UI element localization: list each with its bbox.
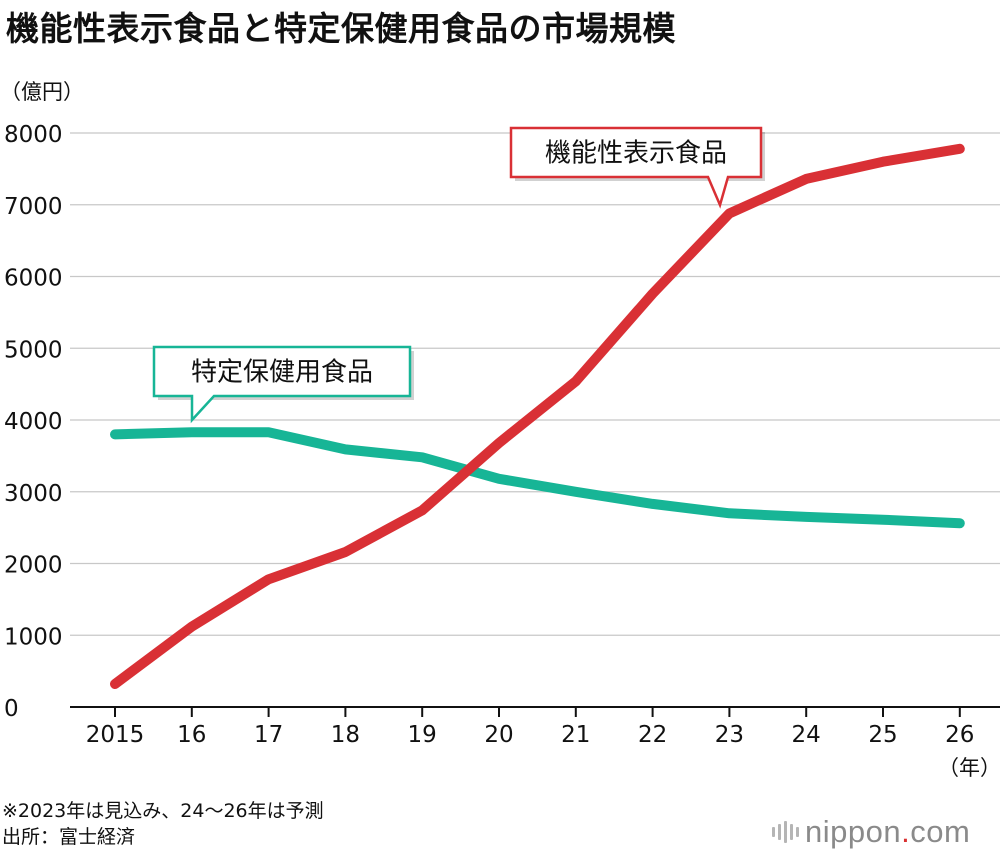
x-tick-label-26: 26 [945,722,974,748]
y-tick-label-0: 0 [4,696,19,722]
x-tick-label-17: 17 [254,722,283,748]
series-line-tokuho [110,427,965,529]
y-tick-label-7000: 7000 [4,194,63,220]
callout-kinousei: 機能性表示食品 [509,126,765,209]
callout-box [509,126,763,209]
y-tick-label-3000: 3000 [4,481,63,507]
x-tick-label-25: 25 [868,722,897,748]
footnote-forecast: ※2023年は見込み、24～26年は予測 [2,800,324,822]
series-line-kinousei [110,143,965,689]
x-tick-label-20: 20 [484,722,513,748]
footnote-source: 出所：富士経済 [2,826,136,848]
y-tick-label-1000: 1000 [4,624,63,650]
x-tick-label-24: 24 [792,722,821,748]
brand-bars-icon [772,820,799,844]
x-tick-label-16: 16 [177,722,206,748]
legend-label: 特定保健用食品 [191,358,373,388]
x-tick-label-21: 21 [561,722,590,748]
brand-name: nippon.com [805,814,971,849]
x-tick-label-2015: 2015 [86,722,145,748]
brand-logo: nippon.com [772,812,970,852]
callout-box [152,345,412,424]
x-tick-label-23: 23 [715,722,744,748]
callout-tokuho: 特定保健用食品 [152,345,414,424]
y-tick-label-4000: 4000 [4,409,63,435]
y-tick-label-6000: 6000 [4,266,63,292]
y-axis-unit-label: （億円） [0,80,84,104]
y-tick-label-5000: 5000 [4,337,63,363]
x-axis-unit-label: （年） [938,756,1000,780]
chart-title: 機能性表示食品と特定保健用食品の市場規模 [6,9,676,48]
y-tick-label-8000: 8000 [4,122,63,148]
x-tick-label-19: 19 [408,722,437,748]
x-tick-label-18: 18 [331,722,360,748]
x-tick-label-22: 22 [638,722,667,748]
y-tick-label-2000: 2000 [4,553,63,579]
legend-label: 機能性表示食品 [545,139,727,169]
